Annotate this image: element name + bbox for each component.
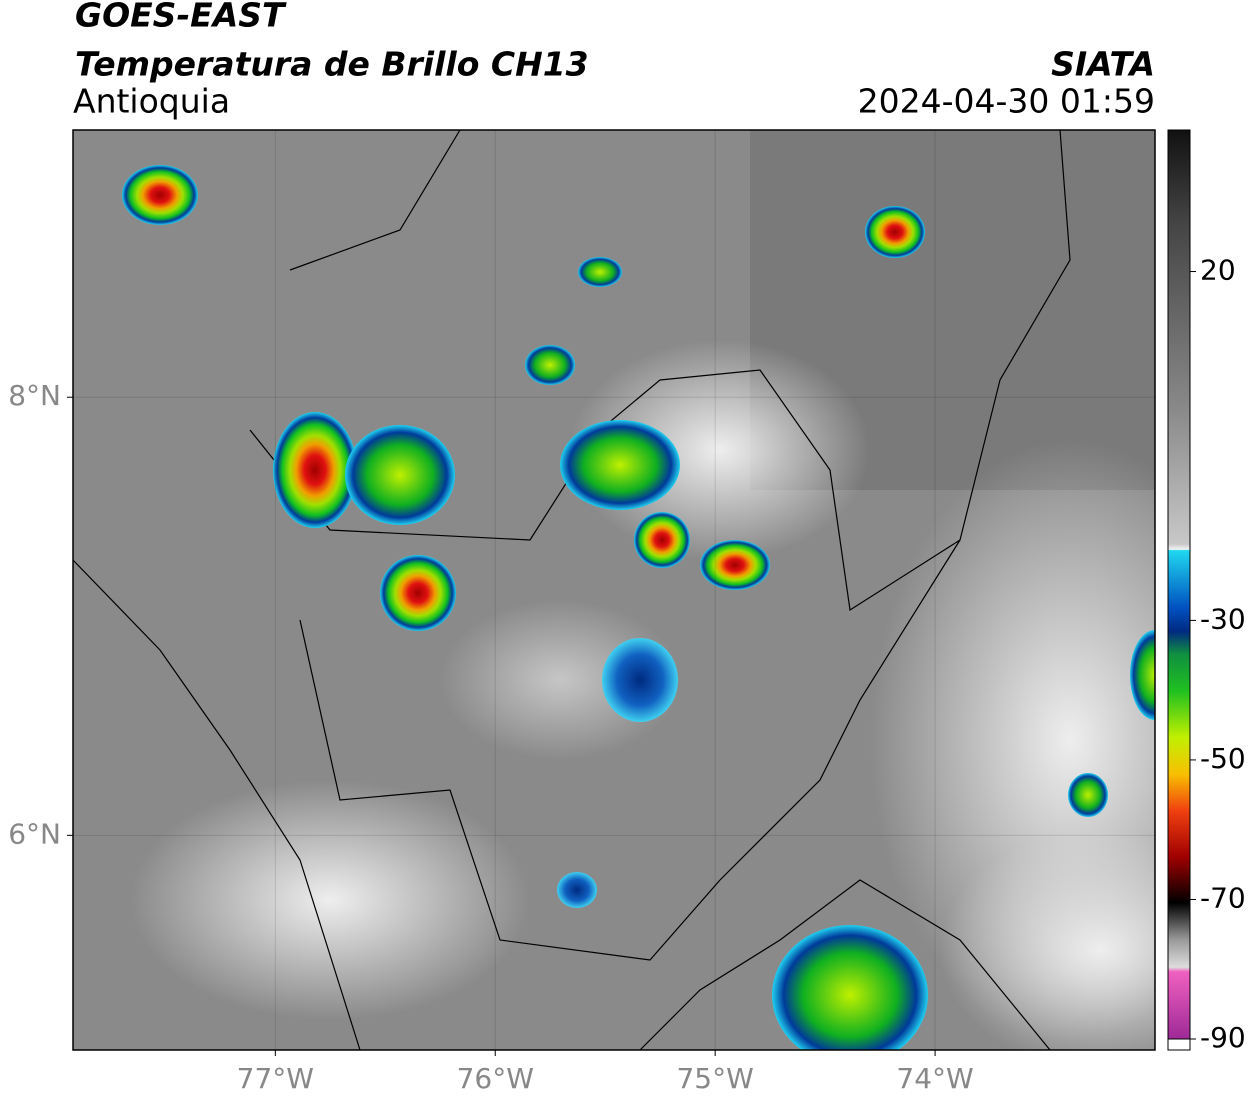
storm-cell <box>700 540 770 590</box>
storm-cell <box>273 412 357 528</box>
storm-cell <box>525 345 575 385</box>
y-tick-label: 8°N <box>8 379 61 412</box>
y-tick-label: 6°N <box>8 817 61 850</box>
storm-cell <box>557 872 597 908</box>
source: SIATA <box>1051 45 1155 84</box>
colorbar-tick-label: -30 <box>1200 602 1246 635</box>
border <box>299 539 961 961</box>
subtitle: Temperatura de Brillo CH13 <box>75 45 589 84</box>
colorbar-tick-label: -90 <box>1200 1021 1246 1054</box>
colorbar-extension <box>1167 1038 1191 1051</box>
storm-cell <box>602 638 678 722</box>
storm-cell <box>345 425 455 525</box>
cloud <box>940 830 1155 1050</box>
storm-cell <box>1068 773 1108 817</box>
region: Antioquia <box>73 82 230 121</box>
colorbar-tick-label: 20 <box>1200 254 1236 287</box>
coastline <box>73 559 361 1050</box>
datetime: 2024-04-30 01:59 <box>858 82 1155 121</box>
border <box>289 130 461 271</box>
storm-cell <box>865 206 925 258</box>
colorbar-tick-label: -50 <box>1200 742 1246 775</box>
storm-cell <box>380 555 456 631</box>
cloud <box>130 780 530 1020</box>
x-tick-label: 75°W <box>676 1062 753 1095</box>
storm-cell <box>1130 630 1155 720</box>
border <box>249 130 1071 612</box>
storm-cell <box>772 925 928 1050</box>
borders <box>73 130 1071 1050</box>
border <box>639 879 1051 1050</box>
storm-cell <box>634 512 690 568</box>
storm-cell <box>578 257 622 287</box>
map-frame <box>72 129 1156 1051</box>
storm-cell <box>560 420 680 510</box>
x-tick-label: 76°W <box>457 1062 534 1095</box>
storm-cell <box>122 165 198 225</box>
colorbar-tick-label: -70 <box>1200 881 1246 914</box>
title: GOES-EAST <box>75 0 287 35</box>
cloud <box>440 600 680 760</box>
x-tick-label: 74°W <box>896 1062 973 1095</box>
colorbar <box>1167 129 1191 1051</box>
x-tick-label: 77°W <box>237 1062 314 1095</box>
map-imagery <box>73 130 1155 1050</box>
